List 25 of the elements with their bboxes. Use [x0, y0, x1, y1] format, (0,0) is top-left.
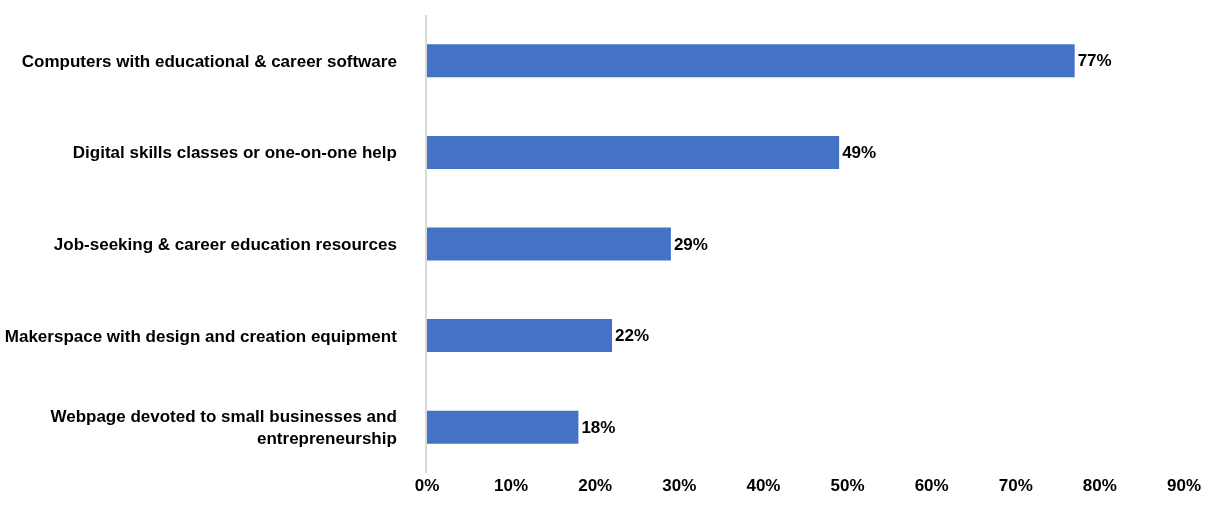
y-tick-label: Computers with educational & career software: [21, 51, 397, 71]
x-tick-label: 40%: [746, 476, 781, 495]
x-tick-label: 90%: [1166, 476, 1202, 495]
y-tick-label: Webpage devoted to small businesses and entrepreneurship: [50, 407, 397, 449]
data-label: 18%: [581, 417, 616, 437]
bar: [427, 319, 613, 353]
y-tick-label: Digital skills classes or one-on-one help: [72, 143, 397, 163]
data-label: 22%: [615, 326, 650, 346]
bar: [427, 135, 840, 169]
y-tick-label: Makerspace with design and creation equipment: [4, 326, 398, 346]
data-label: 49%: [842, 142, 877, 162]
bar: [427, 410, 579, 444]
x-tick-label: 50%: [830, 476, 865, 495]
bar: [427, 44, 1075, 78]
data-label: 77%: [1077, 51, 1112, 71]
x-tick-label: 30%: [662, 476, 697, 495]
data-label: 29%: [673, 234, 708, 254]
x-tick-label: 10%: [494, 476, 529, 495]
x-tick-label: 60%: [914, 476, 949, 495]
x-tick-label: 0%: [414, 476, 440, 495]
y-tick-label: Job-seeking & career education resources: [53, 234, 397, 254]
x-tick-label: 20%: [578, 476, 613, 495]
x-tick-label: 70%: [998, 476, 1033, 495]
x-tick-label: 80%: [1082, 476, 1117, 495]
bar: [427, 227, 671, 261]
